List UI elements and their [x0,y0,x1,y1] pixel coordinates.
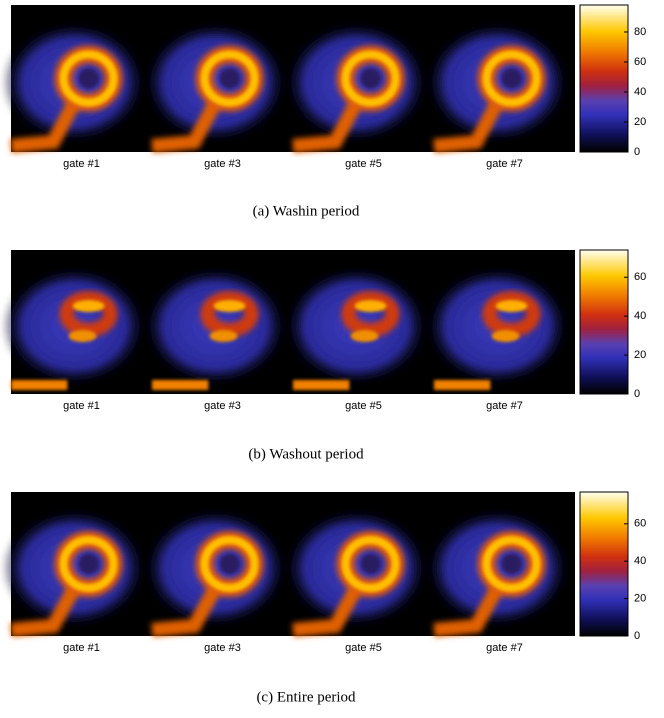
cavity [219,554,240,574]
colorbar-tick-label: 0 [634,146,640,158]
gate-image [424,507,571,637]
colorbar-tick-label: 60 [634,271,646,283]
gate-label: gate #1 [63,400,100,412]
gate-label: gate #3 [204,642,241,654]
cavity [360,554,381,574]
colorbar-tick-label: 0 [634,630,640,642]
panel-caption: (b) Washout period [248,446,364,462]
colorbar [579,249,629,395]
vessel [11,380,68,390]
colorbar-tick-label: 80 [634,26,646,38]
cavity [501,68,522,89]
ring-core [495,300,528,312]
colorbar-tick-label: 0 [634,388,640,400]
vessel [292,95,365,153]
gate-label: gate #5 [345,158,382,170]
tissue [283,20,430,145]
gate-label: gate #3 [204,158,241,170]
gate-image [283,20,430,153]
gate-label: gate #7 [486,400,523,412]
gate-label: gate #7 [486,158,523,170]
gate-image [283,507,430,637]
tissue [283,507,430,629]
vessel [293,380,350,390]
panel-caption: (c) Entire period [256,689,356,705]
gate-image [1,20,148,153]
ring-core [482,536,541,592]
gate-label: gate #7 [486,642,523,654]
cavity [78,554,99,574]
cavity [78,68,99,89]
ring [200,291,259,337]
ring-core [59,50,118,107]
ring-core [341,536,400,592]
colorbar-tick-label: 20 [634,116,646,128]
gate-image [424,20,571,153]
gate-image [1,265,148,390]
gate-image [1,507,148,637]
panel-caption: (a) Washin period [253,203,360,219]
ring-core [200,536,259,592]
ring [59,291,118,337]
gate-image [283,265,430,390]
vessel [10,95,83,153]
tissue [142,507,289,629]
gate-image [142,20,289,153]
gate-label: gate #1 [63,642,100,654]
cavity [219,68,240,89]
gate-label: gate #1 [63,158,100,170]
gate-image [424,265,571,390]
ring-core [213,300,246,312]
colorbar [579,4,629,153]
cavity [360,68,381,89]
ring-core [341,50,400,107]
tissue [142,20,289,145]
cavity [501,554,522,574]
colorbar-tick-label: 20 [634,349,646,361]
colorbar-tick-label: 60 [634,518,646,530]
ring-core [350,330,379,342]
colorbar-tick-label: 40 [634,86,646,98]
ring-core [72,300,105,312]
gate-image [142,507,289,637]
ring [341,291,400,337]
ring-core [354,300,387,312]
colorbar-tick-label: 20 [634,593,646,605]
gate-label: gate #5 [345,400,382,412]
gate-label: gate #5 [345,642,382,654]
ring-core [482,50,541,107]
ring-core [200,50,259,107]
tissue [1,507,148,629]
tissue [424,507,571,629]
tissue [424,20,571,145]
vessel [433,580,506,637]
colorbar-tick-label: 60 [634,56,646,68]
vessel [151,95,224,153]
vessel [152,380,209,390]
ring-core [209,330,238,342]
colorbar [579,491,629,637]
gate-image [142,265,289,390]
ring-core [59,536,118,592]
vessel [433,95,506,153]
vessel [151,580,224,637]
ring [482,291,541,337]
vessel [10,580,83,637]
ring-core [491,330,520,342]
vessel [292,580,365,637]
tissue [1,20,148,145]
colorbar-tick-label: 40 [634,555,646,567]
vessel [434,380,491,390]
ring-core [68,330,97,342]
gate-label: gate #3 [204,400,241,412]
colorbar-tick-label: 40 [634,310,646,322]
